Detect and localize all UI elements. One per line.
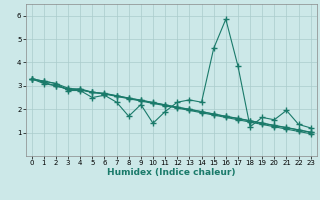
X-axis label: Humidex (Indice chaleur): Humidex (Indice chaleur) — [107, 168, 236, 177]
